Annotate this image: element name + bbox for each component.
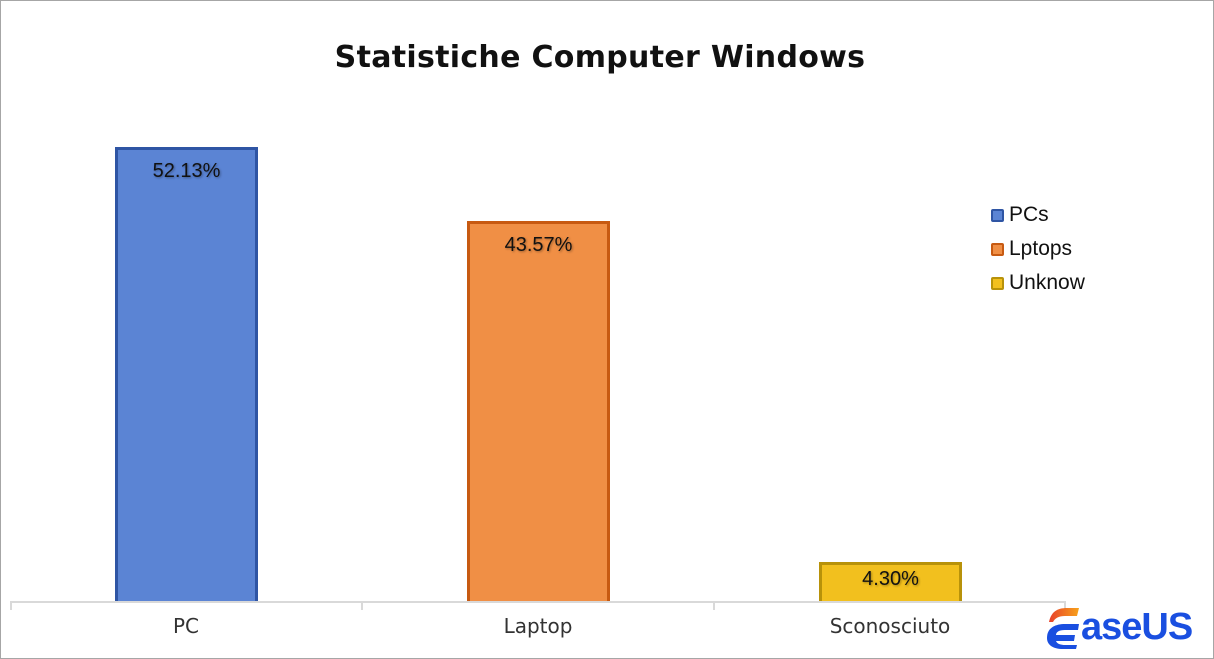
easeus-e-mark-icon bbox=[1047, 608, 1079, 649]
logo-text: aseUS bbox=[1081, 606, 1193, 648]
easeus-logo: aseUS bbox=[1045, 604, 1205, 652]
x-axis-label-pc: PC bbox=[172, 614, 200, 638]
x-axis-line bbox=[10, 601, 1066, 603]
legend-swatch-orange-icon bbox=[991, 242, 1004, 256]
legend-swatch-blue-icon bbox=[991, 208, 1004, 222]
legend-swatch-yellow-icon bbox=[991, 276, 1004, 290]
bar-unknown: 4.30% bbox=[819, 562, 962, 602]
chart-title: Statistiche Computer Windows bbox=[334, 40, 866, 75]
x-axis-label-unknown: Sconosciuto bbox=[829, 614, 951, 638]
bar-value-label: 52.13% bbox=[152, 160, 221, 182]
bar-pc: 52.13% bbox=[115, 147, 258, 602]
x-axis-tick bbox=[10, 601, 12, 610]
legend-label: Lptops bbox=[1009, 237, 1073, 260]
legend-label: Unknow bbox=[1009, 271, 1085, 294]
x-axis-label-laptop: Laptop bbox=[503, 614, 573, 638]
x-axis-tick bbox=[713, 601, 715, 610]
legend-label: PCs bbox=[1009, 203, 1049, 226]
bar-value-label: 43.57% bbox=[504, 234, 573, 256]
x-axis-tick bbox=[361, 601, 363, 610]
chart-legend: PCs Lptops Unknow bbox=[991, 198, 1085, 300]
bar-value-label: 4.30% bbox=[862, 568, 919, 590]
bar-laptop: 43.57% bbox=[467, 221, 610, 602]
x-axis-tick bbox=[1064, 601, 1066, 610]
legend-item-laptops: Lptops bbox=[991, 232, 1085, 266]
legend-item-unknown: Unknow bbox=[991, 266, 1085, 300]
legend-item-pcs: PCs bbox=[991, 198, 1085, 232]
